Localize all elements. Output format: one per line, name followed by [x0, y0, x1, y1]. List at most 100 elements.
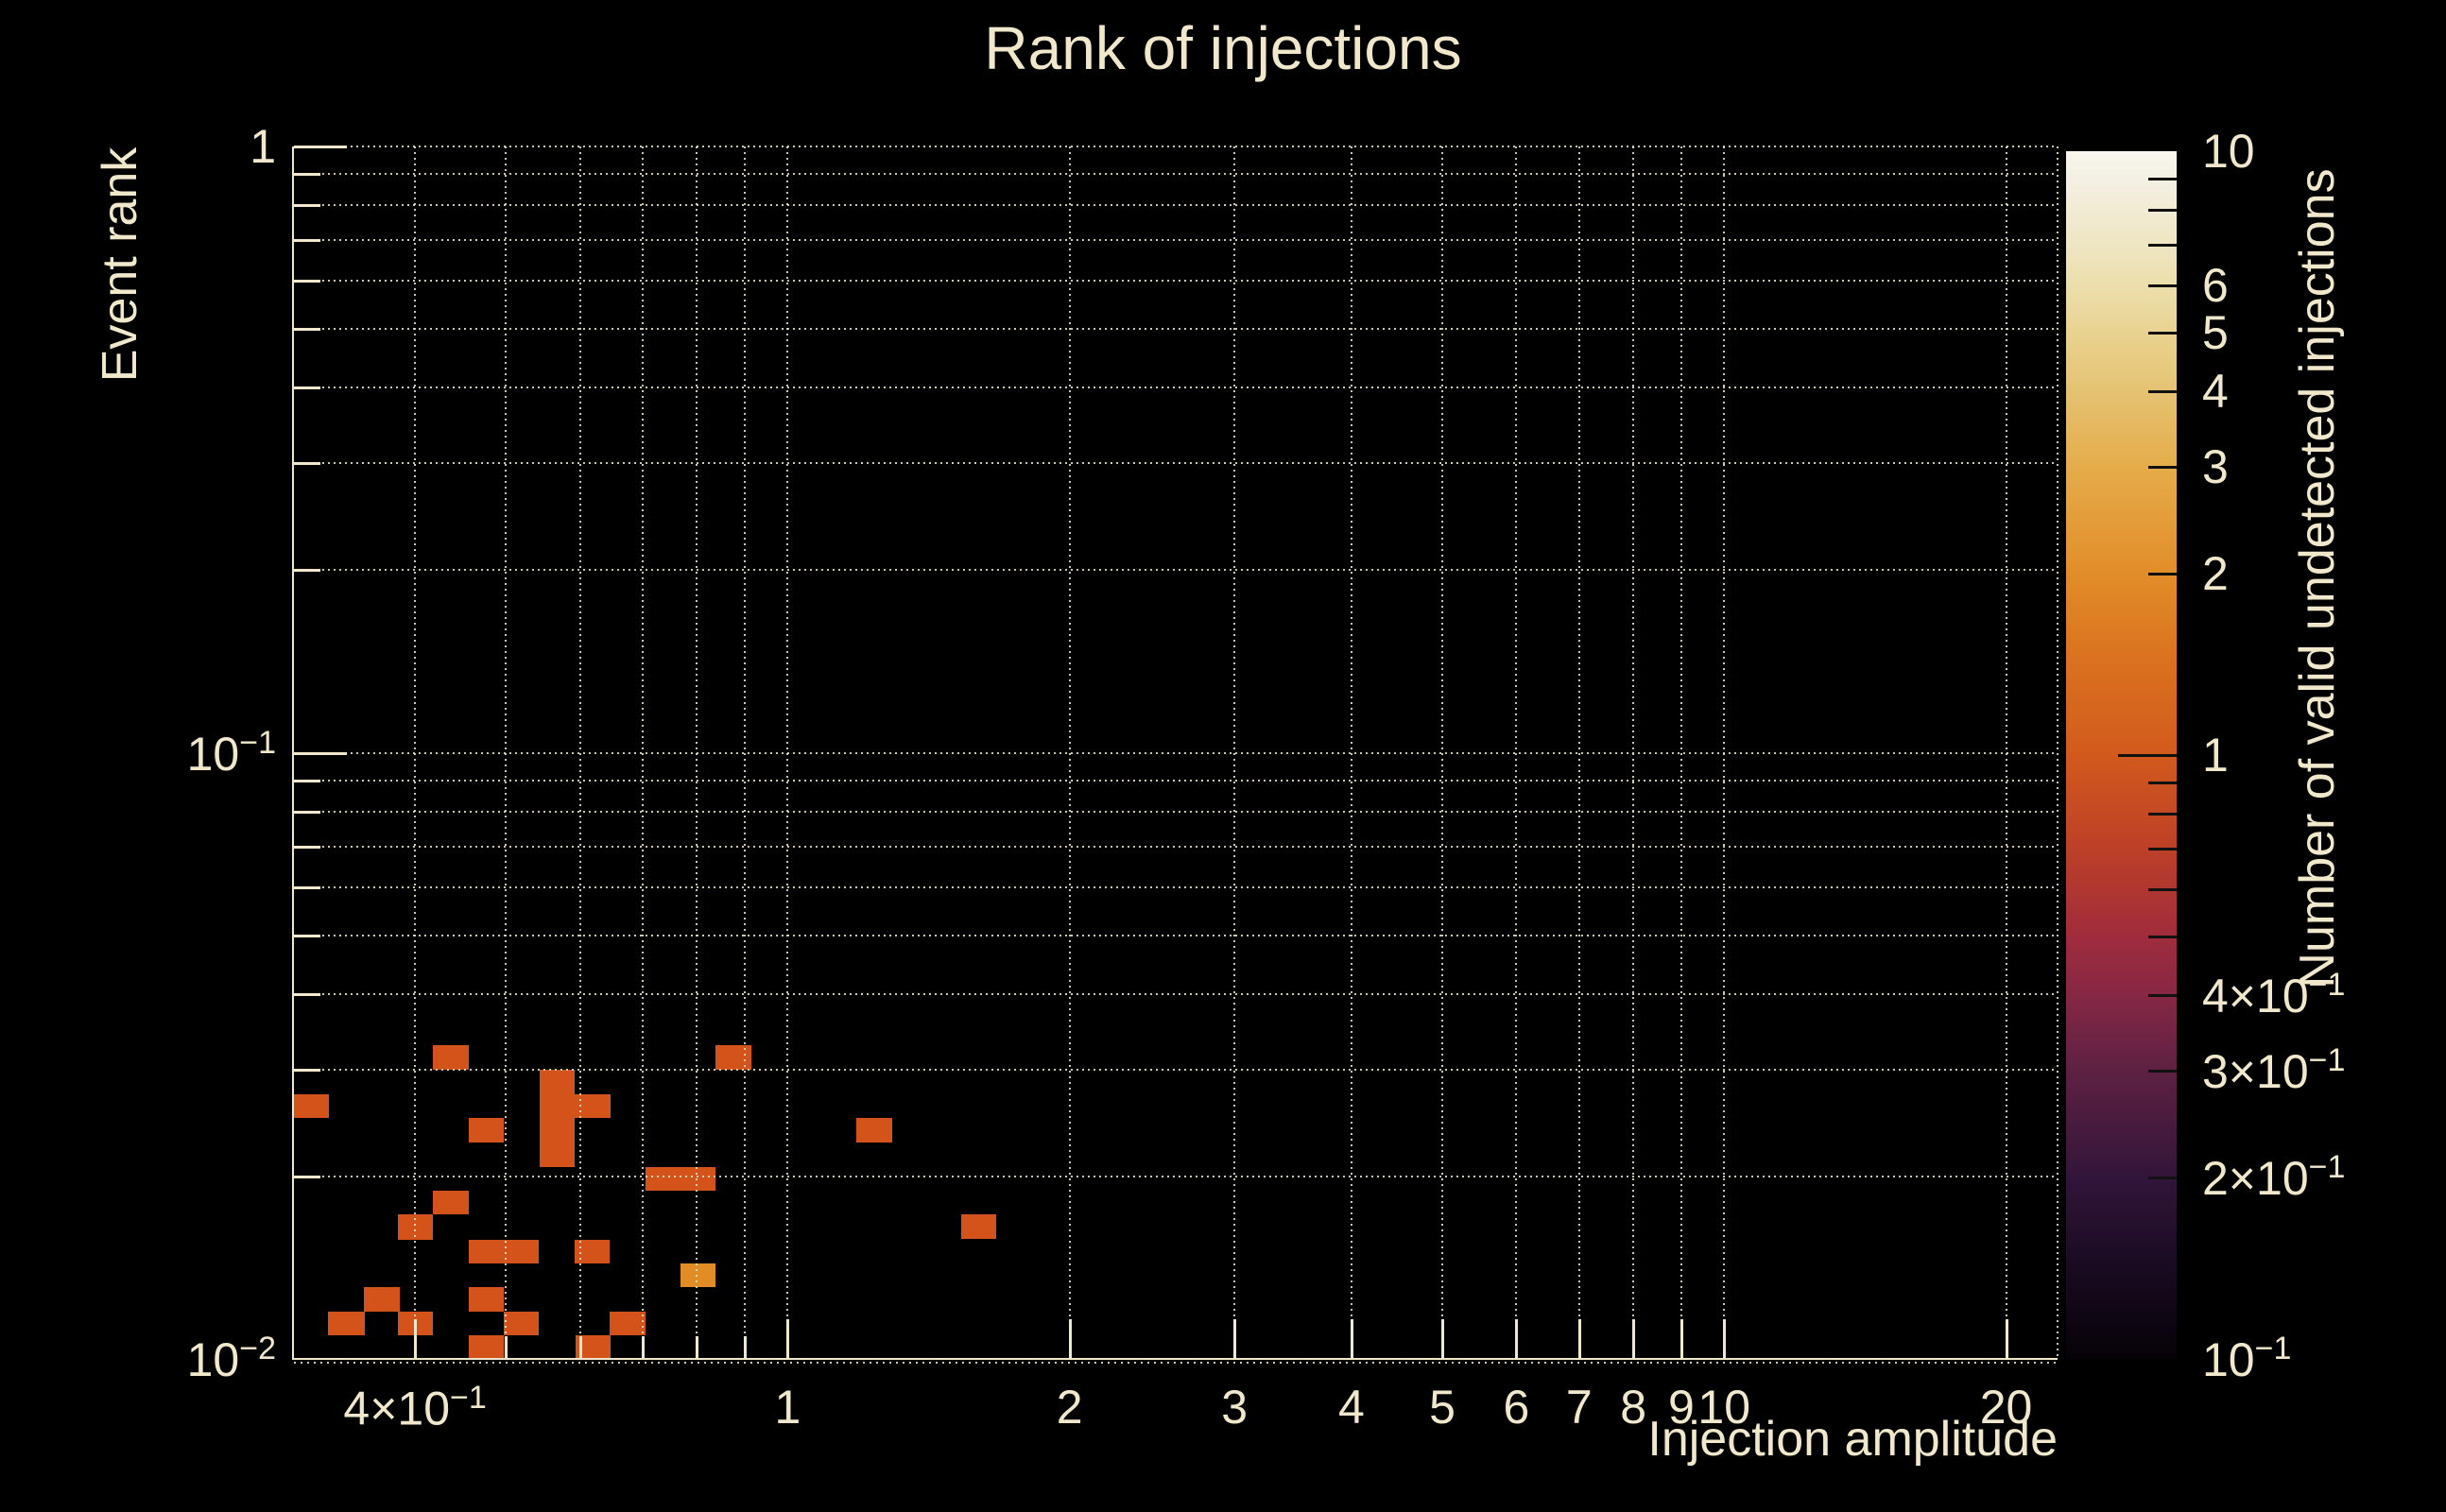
x-major-tick [1440, 1319, 1444, 1359]
y-minor-tick [294, 204, 320, 208]
y-minor-tick [294, 1175, 320, 1178]
v-gridline [1440, 146, 1443, 1359]
colorbar-tick-label: 2 [2202, 546, 2229, 600]
colorbar-tick-label: 5 [2202, 306, 2229, 360]
v-gridline [696, 146, 698, 1359]
heatmap-cell [610, 1312, 646, 1335]
h-gridline [294, 387, 2058, 389]
colorbar-tick-label: 3×10−1 [2202, 1042, 2346, 1098]
y-minor-tick [294, 569, 320, 573]
heatmap-cell [433, 1191, 469, 1214]
h-gridline [294, 280, 2058, 283]
v-gridline [578, 146, 581, 1359]
x-tick-label: 9 [1667, 1381, 1695, 1434]
x-major-tick [414, 1319, 418, 1359]
y-minor-tick [294, 934, 320, 937]
h-gridline [294, 934, 2058, 936]
heatmap-cell [469, 1240, 539, 1263]
h-gridline [294, 239, 2058, 242]
v-gridline [1233, 146, 1236, 1359]
x-minor-tick [744, 1336, 748, 1359]
v-gridline [1515, 146, 1518, 1359]
y-minor-tick [294, 845, 320, 849]
v-gridline [1679, 146, 1682, 1359]
colorbar-minor-tick [2148, 1070, 2177, 1074]
x-minor-tick [578, 1336, 582, 1359]
x-axis-title: Injection amplitude [1647, 1412, 2058, 1467]
colorbar-minor-tick [2148, 390, 2177, 394]
y-tick-label: 10−1 [186, 724, 276, 781]
colorbar-tick-label: 4×10−1 [2202, 967, 2346, 1023]
colorbar-minor-tick [2148, 812, 2177, 816]
colorbar-minor-tick [2148, 936, 2177, 939]
heatmap-cell [328, 1312, 365, 1335]
h-gridline [294, 779, 2058, 782]
y-minor-tick [294, 462, 320, 466]
heatmap-cell [646, 1167, 715, 1191]
y-major-tick [294, 146, 347, 148]
h-gridline [294, 885, 2058, 888]
h-gridline [294, 146, 2058, 147]
x-tick-label: 2 [1056, 1381, 1083, 1434]
colorbar-tick-label: 6 [2202, 258, 2229, 312]
y-axis-line [292, 146, 294, 1360]
x-major-tick [2005, 1319, 2008, 1359]
colorbar-major-tick [2118, 754, 2177, 757]
colorbar-minor-tick [2148, 887, 2177, 891]
x-minor-tick [641, 1336, 645, 1359]
v-gridline-right-edge [2057, 146, 2058, 1359]
y-minor-tick [294, 810, 320, 814]
colorbar-tick-label: 10 [2202, 125, 2255, 178]
colorbar-minor-tick [2148, 332, 2177, 335]
heatmap-cell [469, 1287, 504, 1312]
v-gridline [2005, 146, 2007, 1359]
colorbar-minor-tick [2148, 466, 2177, 470]
h-gridline [294, 1068, 2058, 1071]
v-gridline [414, 146, 417, 1359]
y-minor-tick [294, 885, 320, 889]
heatmap-cell [540, 1070, 575, 1167]
chart-title: Rank of injections [984, 14, 1462, 82]
x-axis-minor-tick-strip [294, 1362, 2058, 1364]
x-major-tick [1233, 1319, 1237, 1359]
v-gridline [744, 146, 747, 1359]
heatmap-cell [856, 1118, 892, 1143]
colorbar-minor-tick [2148, 572, 2177, 576]
x-major-tick [1350, 1319, 1353, 1359]
heatmap-cell [294, 1094, 329, 1118]
colorbar-tick-label: 4 [2202, 365, 2229, 419]
x-minor-tick [505, 1336, 508, 1359]
h-gridline [294, 569, 2058, 572]
x-major-tick [1679, 1319, 1683, 1359]
x-minor-tick [696, 1336, 699, 1359]
colorbar-tick-label: 3 [2202, 440, 2229, 494]
y-axis-title: Event rank [93, 146, 147, 383]
colorbar-minor-tick [2148, 284, 2177, 287]
x-tick-label: 8 [1620, 1381, 1647, 1434]
y-minor-tick [294, 387, 320, 390]
heatmap-cell [504, 1312, 539, 1335]
h-gridline [294, 992, 2058, 995]
heatmap-cell [364, 1287, 400, 1312]
colorbar-tick-label: 1 [2202, 729, 2229, 782]
colorbar-minor-tick [2148, 243, 2177, 247]
colorbar-minor-tick [2148, 782, 2177, 785]
y-minor-tick [294, 280, 320, 284]
v-gridline [1723, 146, 1726, 1359]
colorbar-minor-tick [2148, 994, 2177, 998]
heatmap-cell [469, 1118, 504, 1143]
y-minor-tick [294, 239, 320, 243]
y-minor-tick [294, 173, 320, 177]
y-minor-tick [294, 1068, 320, 1072]
y-minor-tick [294, 992, 320, 996]
x-tick-label: 6 [1503, 1381, 1530, 1434]
x-tick-label: 1 [774, 1381, 801, 1434]
colorbar-minor-tick [2148, 178, 2177, 181]
x-major-tick [1068, 1319, 1072, 1359]
h-gridline [294, 751, 2058, 754]
heatmap-cell [961, 1214, 996, 1239]
colorbar-tick-label: 10−1 [2202, 1331, 2292, 1386]
x-major-tick [1515, 1319, 1519, 1359]
y-minor-tick [294, 779, 320, 782]
